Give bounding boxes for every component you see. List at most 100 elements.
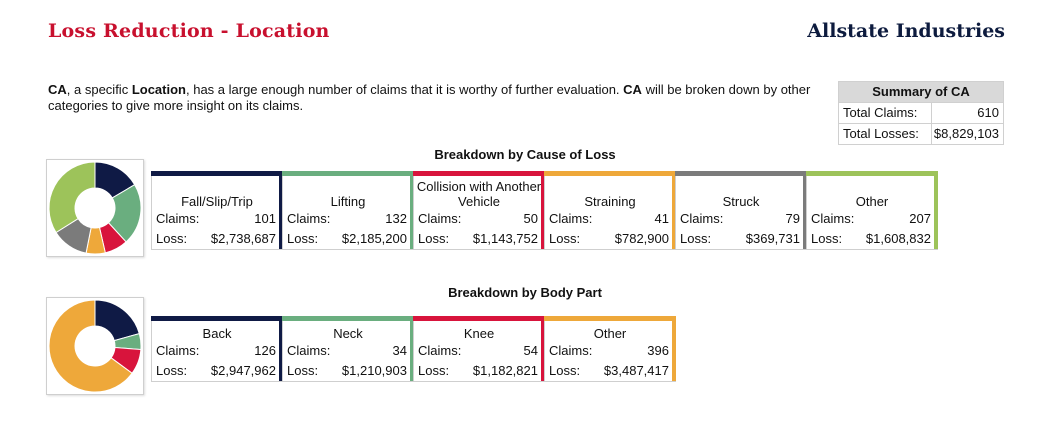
card-row-loss: Loss: $1,210,903 [283, 361, 413, 381]
breakdown-card: Collision with Another Vehicle Claims: 50 L… [413, 171, 545, 250]
card-color-bar [151, 316, 283, 321]
card-value: $3,487,417 [603, 363, 669, 378]
summary-value: $8,829,103 [933, 126, 999, 141]
card-value: 396 [647, 343, 669, 358]
card-label: Loss: [549, 363, 581, 378]
breakdown-card: Other Claims: 207 Loss: $1,608,832 [806, 171, 938, 250]
intro-part: will be broken down by other categories … [48, 82, 811, 113]
card-color-bar [413, 171, 545, 176]
card-row-claims: Claims: 54 [414, 341, 544, 361]
card-color-edge [541, 316, 545, 381]
card-value: $782,900 [614, 231, 669, 246]
card-color-edge [934, 171, 938, 249]
card-row-loss: Loss: $1,608,832 [807, 229, 937, 249]
card-category-name: Lifting [330, 194, 366, 209]
card-color-bar [413, 316, 545, 321]
card-row-claims: Claims: 50 [414, 209, 544, 229]
card-color-bar [151, 171, 283, 176]
summary-table: Summary of CA Total Claims: 610 Total Lo… [838, 81, 1004, 145]
breakdown-card: Neck Claims: 34 Loss: $1,210,903 [282, 316, 414, 382]
card-row-claims: Claims: 34 [283, 341, 413, 361]
card-label: Claims: [549, 343, 593, 358]
card-category-name: Other [593, 326, 627, 341]
card-category-name: Collision with Another Vehicle [416, 179, 542, 209]
card-value: 101 [254, 211, 276, 226]
card-value: $369,731 [745, 231, 800, 246]
card-color-bar [282, 171, 414, 176]
card-color-edge [803, 171, 807, 249]
body-part-cards: Back Claims: 126 Loss: $2,947,962 Neck Claims:… [151, 316, 676, 382]
card-row-loss: Loss: $2,947,962 [152, 361, 282, 381]
card-color-edge [410, 171, 414, 249]
location-name: CA [623, 82, 642, 97]
cause-donut-svg [48, 161, 142, 255]
card-category-name: Struck [722, 194, 760, 209]
card-category-name: Fall/Slip/Trip [181, 194, 253, 209]
card-color-bar [544, 316, 676, 321]
card-row-claims: Claims: 101 [152, 209, 282, 229]
intro-text: CA, a specific Location, has a large eno… [48, 82, 818, 114]
card-label: Claims: [418, 211, 462, 226]
card-color-bar [675, 171, 807, 176]
breakdown-card: Fall/Slip/Trip Claims: 101 Loss: $2,738,687 [151, 171, 283, 250]
card-label: Claims: [156, 211, 200, 226]
intro-bold: Location [131, 82, 186, 97]
summary-row-claims: Total Claims: 610 [839, 102, 1003, 123]
card-color-bar [282, 316, 414, 321]
card-label: Loss: [287, 231, 319, 246]
card-value: 41 [654, 211, 669, 226]
card-label: Claims: [811, 211, 855, 226]
card-label: Loss: [287, 363, 319, 378]
donut-slice [48, 161, 96, 234]
card-value: $1,210,903 [341, 363, 407, 378]
card-row-loss: Loss: $1,143,752 [414, 229, 544, 249]
card-color-bar [806, 171, 938, 176]
card-color-edge [672, 316, 676, 381]
card-label: Loss: [549, 231, 581, 246]
card-value: 126 [254, 343, 276, 358]
card-value: $1,182,821 [472, 363, 538, 378]
summary-label: Total Losses: [839, 124, 932, 144]
card-row-loss: Loss: $3,487,417 [545, 361, 675, 381]
card-value: 132 [385, 211, 407, 226]
card-category-name: Straining [584, 194, 636, 209]
card-row-loss: Loss: $2,738,687 [152, 229, 282, 249]
cause-cards: Fall/Slip/Trip Claims: 101 Loss: $2,738,687 L… [151, 171, 938, 250]
body-part-donut-svg [48, 299, 142, 393]
card-label: Claims: [549, 211, 593, 226]
card-color-edge [279, 171, 283, 249]
card-row-claims: Claims: 41 [545, 209, 675, 229]
card-value: 79 [785, 211, 800, 226]
card-value: $2,947,962 [210, 363, 276, 378]
card-row-loss: Loss: $782,900 [545, 229, 675, 249]
breakdown-card: Other Claims: 396 Loss: $3,487,417 [544, 316, 676, 382]
donut-slice [48, 299, 133, 393]
breakdown-card: Lifting Claims: 132 Loss: $2,185,200 [282, 171, 414, 250]
card-color-edge [672, 171, 676, 249]
breakdown-card: Knee Claims: 54 Loss: $1,182,821 [413, 316, 545, 382]
card-row-loss: Loss: $369,731 [676, 229, 806, 249]
cause-section-title: Breakdown by Cause of Loss [434, 147, 616, 162]
body-part-donut-chart [46, 297, 144, 395]
card-label: Loss: [156, 231, 188, 246]
intro-part: , a specific [66, 82, 132, 97]
summary-title: Summary of CA [839, 82, 1003, 102]
page-title: Loss Reduction - Location [48, 20, 330, 42]
card-value: $2,185,200 [341, 231, 407, 246]
card-color-edge [279, 316, 283, 381]
body-part-section-title: Breakdown by Body Part [448, 285, 602, 300]
cause-donut-chart [46, 159, 144, 257]
card-category-name: Back [202, 326, 232, 341]
breakdown-card: Struck Claims: 79 Loss: $369,731 [675, 171, 807, 250]
card-label: Claims: [418, 343, 462, 358]
card-label: Claims: [287, 343, 331, 358]
card-value: $2,738,687 [210, 231, 276, 246]
card-value: $1,143,752 [472, 231, 538, 246]
card-label: Claims: [680, 211, 724, 226]
card-label: Claims: [287, 211, 331, 226]
card-category-name: Knee [463, 326, 495, 341]
card-value: 34 [392, 343, 407, 358]
summary-label: Total Claims: [839, 103, 932, 123]
card-value: 54 [523, 343, 538, 358]
card-label: Loss: [418, 363, 450, 378]
